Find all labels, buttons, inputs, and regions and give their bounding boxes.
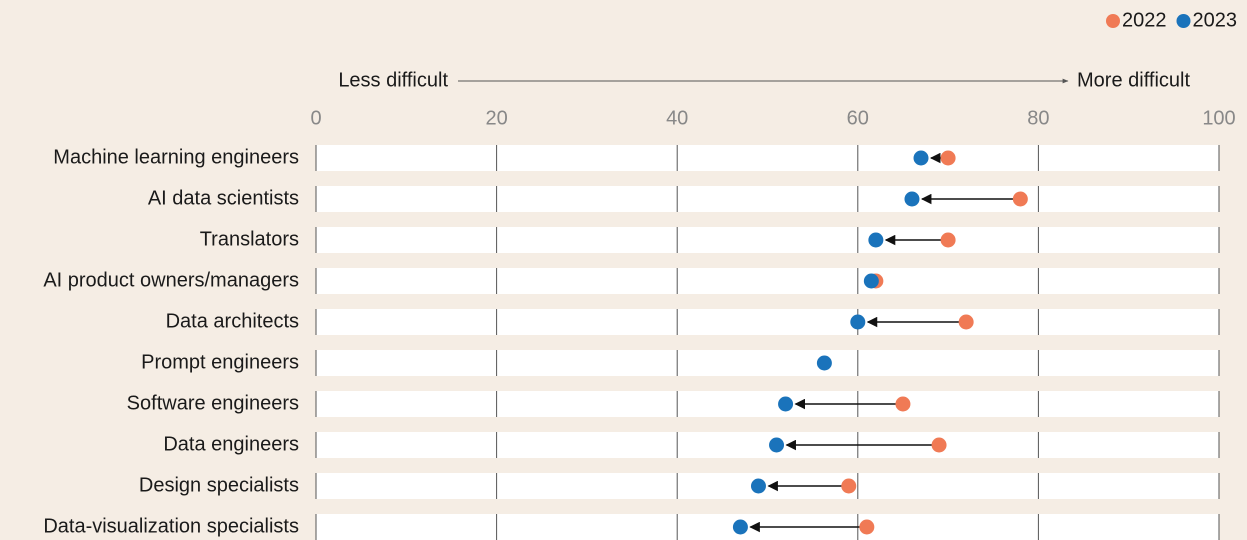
category-label: Prompt engineers (141, 351, 299, 373)
dot (778, 396, 794, 412)
row-band (316, 145, 1219, 171)
row-band (316, 473, 1219, 499)
dot (940, 150, 956, 166)
row-band (316, 350, 1219, 376)
dot (895, 396, 911, 412)
x-tick-label: 100 (1202, 107, 1235, 129)
row-band (316, 432, 1219, 458)
legend-swatch (1176, 14, 1191, 28)
category-label: AI data scientists (148, 187, 299, 209)
row-band (316, 309, 1219, 335)
dot (732, 519, 748, 535)
category-label: Machine learning engineers (53, 146, 299, 168)
category-label: Data-visualization specialists (43, 515, 299, 537)
row-band (316, 268, 1219, 294)
category-label: Software engineers (127, 392, 299, 414)
dot (931, 437, 947, 453)
x-tick-label: 60 (847, 107, 869, 129)
legend-label: 2022 (1122, 9, 1167, 31)
dot (841, 478, 857, 494)
dot (868, 232, 884, 248)
category-label: Data engineers (163, 433, 299, 455)
dot (816, 355, 832, 371)
legend-swatch (1106, 14, 1120, 28)
x-tick-label: 40 (666, 107, 688, 129)
dot (940, 232, 956, 248)
row-band (316, 391, 1219, 417)
dot (904, 191, 920, 207)
annotation-left: Less difficult (338, 69, 448, 91)
legend-label: 2023 (1193, 9, 1238, 31)
dot (750, 478, 766, 494)
row-band (316, 186, 1219, 212)
dot (850, 314, 866, 330)
dot (958, 314, 974, 330)
x-tick-label: 0 (310, 107, 321, 129)
dot (913, 150, 929, 166)
category-label: Translators (200, 228, 299, 250)
dot (769, 437, 785, 453)
x-tick-label: 20 (485, 107, 507, 129)
dot (859, 519, 875, 535)
row-band (316, 227, 1219, 253)
x-tick-label: 80 (1027, 107, 1049, 129)
category-label: AI product owners/managers (43, 269, 299, 291)
annotation-right: More difficult (1077, 69, 1190, 91)
category-label: Data architects (166, 310, 299, 332)
category-label: Design specialists (139, 474, 299, 496)
dot (1012, 191, 1028, 207)
dot (863, 273, 879, 289)
